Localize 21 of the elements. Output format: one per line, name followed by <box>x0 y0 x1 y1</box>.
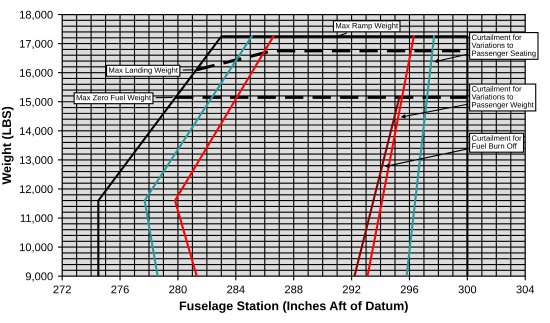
x-tick-label: 276 <box>111 285 129 294</box>
y-tick-label: 17,000 <box>20 40 53 50</box>
x-axis-title: Fuselage Station (Inches Aft of Datum) <box>180 301 408 313</box>
y-tick-label: 10,000 <box>20 243 53 253</box>
y-tick-label: 14,000 <box>20 127 53 136</box>
x-tick-label: 292 <box>342 285 360 294</box>
y-tick-label: 18,000 <box>20 10 53 20</box>
x-tick-label: 284 <box>227 285 245 294</box>
x-tick-label: 296 <box>400 285 418 294</box>
y-tick-label: 9,000 <box>26 272 53 282</box>
x-tick-label: 300 <box>458 285 476 294</box>
y-tick-label: 12,000 <box>20 185 53 194</box>
x-tick-label: 272 <box>53 285 71 294</box>
x-tick-label: 288 <box>284 285 302 294</box>
y-axis-title: Weight (LBS) <box>2 106 14 184</box>
x-tick-label: 304 <box>516 285 534 294</box>
x-tick-label: 280 <box>169 285 187 294</box>
y-tick-label: 15,000 <box>20 98 53 108</box>
y-tick-label: 16,000 <box>20 68 53 78</box>
y-tick-label: 11,000 <box>20 214 53 224</box>
y-tick-label: 13,000 <box>20 156 53 166</box>
